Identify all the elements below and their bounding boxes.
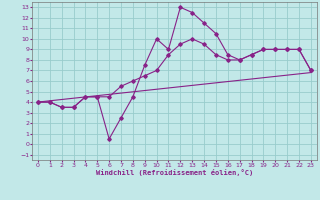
X-axis label: Windchill (Refroidissement éolien,°C): Windchill (Refroidissement éolien,°C) [96, 169, 253, 176]
